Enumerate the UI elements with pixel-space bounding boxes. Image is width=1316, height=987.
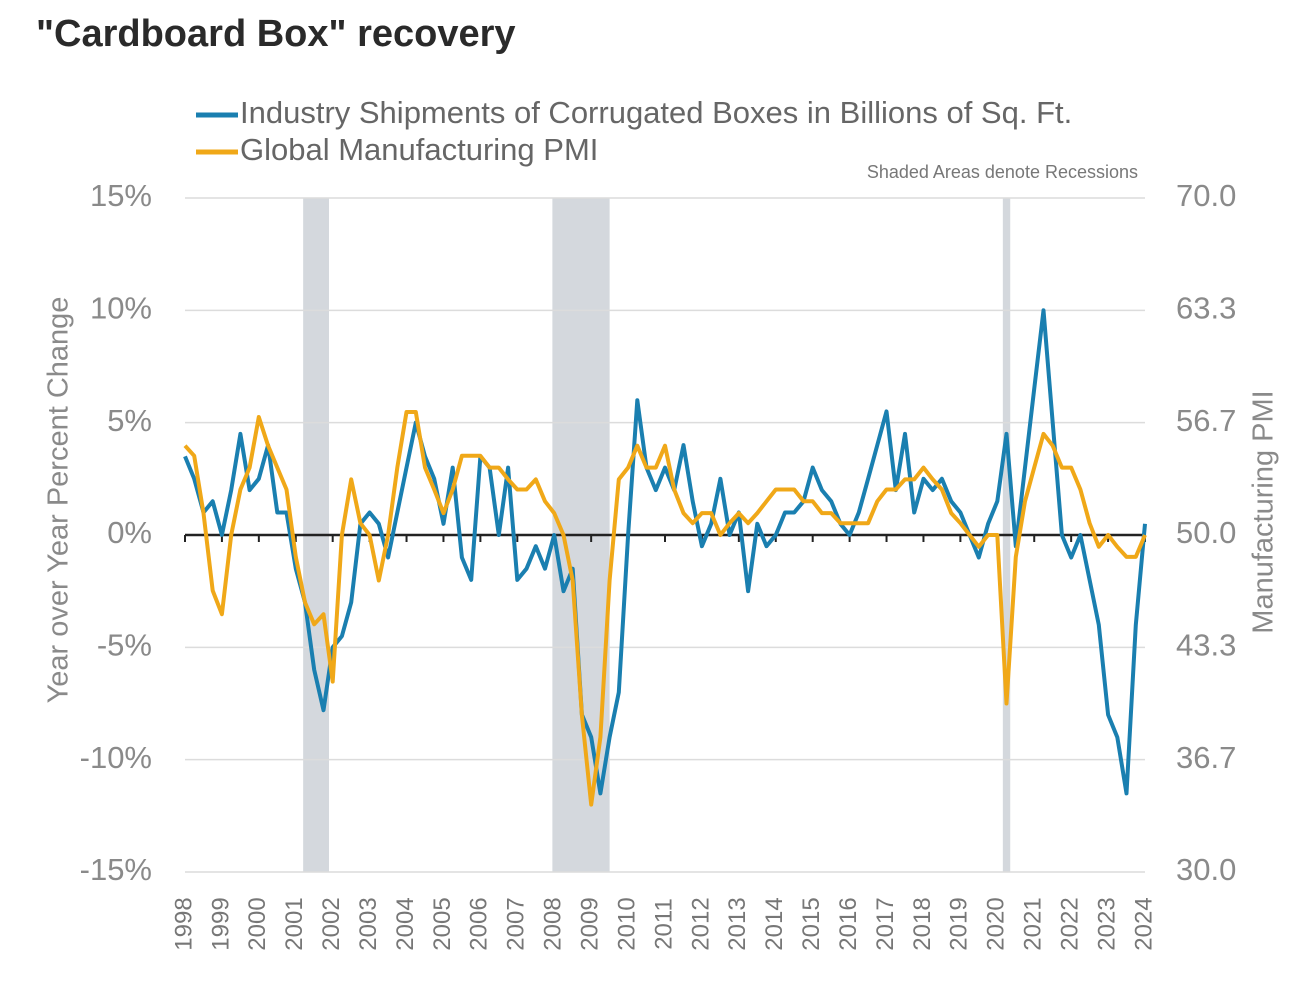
x-tick-label: 2003 [355,897,382,950]
y-tick-label: -15% [80,852,152,887]
legend-label: Industry Shipments of Corrugated Boxes i… [240,95,1072,130]
x-tick-label: 2011 [650,898,677,950]
x-tick-label: 2009 [576,897,603,950]
y2-tick-label: 50.0 [1176,515,1236,550]
x-tick-label: 2012 [687,897,714,950]
x-tick-label: 2017 [872,897,899,950]
x-tick-label: 2002 [318,897,345,950]
x-tick-label: 2023 [1093,897,1120,950]
y-axis-title: Year over Year Percent Change [43,297,75,704]
x-tick-label: 2018 [909,897,936,950]
y-tick-label: 15% [90,178,152,213]
x-tick-label: 2006 [466,897,493,950]
y-tick-label: -10% [80,740,152,775]
y-tick-label: -5% [97,628,152,663]
x-tick-label: 2024 [1130,897,1157,950]
x-tick-label: 2015 [798,897,825,950]
x-tick-label: 2000 [244,897,271,950]
x-tick-label: 1998 [170,897,197,950]
series-line [183,410,1147,807]
y2-axis-title: Manufacturing PMI [1248,390,1280,633]
y2-tick-label: 36.7 [1176,740,1236,775]
y2-tick-label: 70.0 [1176,178,1236,213]
x-tick-label: 2014 [761,897,788,950]
x-tick-label: 2010 [613,897,640,950]
x-tick-label: 2019 [946,897,973,950]
x-tick-label: 1999 [207,897,234,950]
x-tick-label: 2021 [1020,897,1047,950]
x-tick-label: 2005 [429,897,456,950]
y2-tick-label: 56.7 [1176,403,1236,438]
x-tick-label: 2016 [835,897,862,950]
y-tick-label: 10% [90,291,152,326]
y2-tick-label: 30.0 [1176,852,1236,887]
x-tick-label: 2007 [503,897,530,950]
y-tick-label: 0% [107,515,152,550]
x-tick-label: 2004 [392,897,419,950]
y2-tick-label: 43.3 [1176,628,1236,663]
series-line [183,308,1147,796]
y2-tick-label: 63.3 [1176,291,1236,326]
x-tick-label: 2013 [724,897,751,950]
x-tick-label: 2001 [281,897,308,950]
x-tick-label: 2022 [1056,897,1083,950]
legend-label: Global Manufacturing PMI [240,132,598,167]
chart-title: "Cardboard Box" recovery [36,13,516,55]
y-tick-label: 5% [107,403,152,438]
x-tick-label: 2008 [540,897,567,950]
annotation: Shaded Areas denote Recessions [867,162,1138,182]
x-tick-label: 2020 [983,897,1010,950]
